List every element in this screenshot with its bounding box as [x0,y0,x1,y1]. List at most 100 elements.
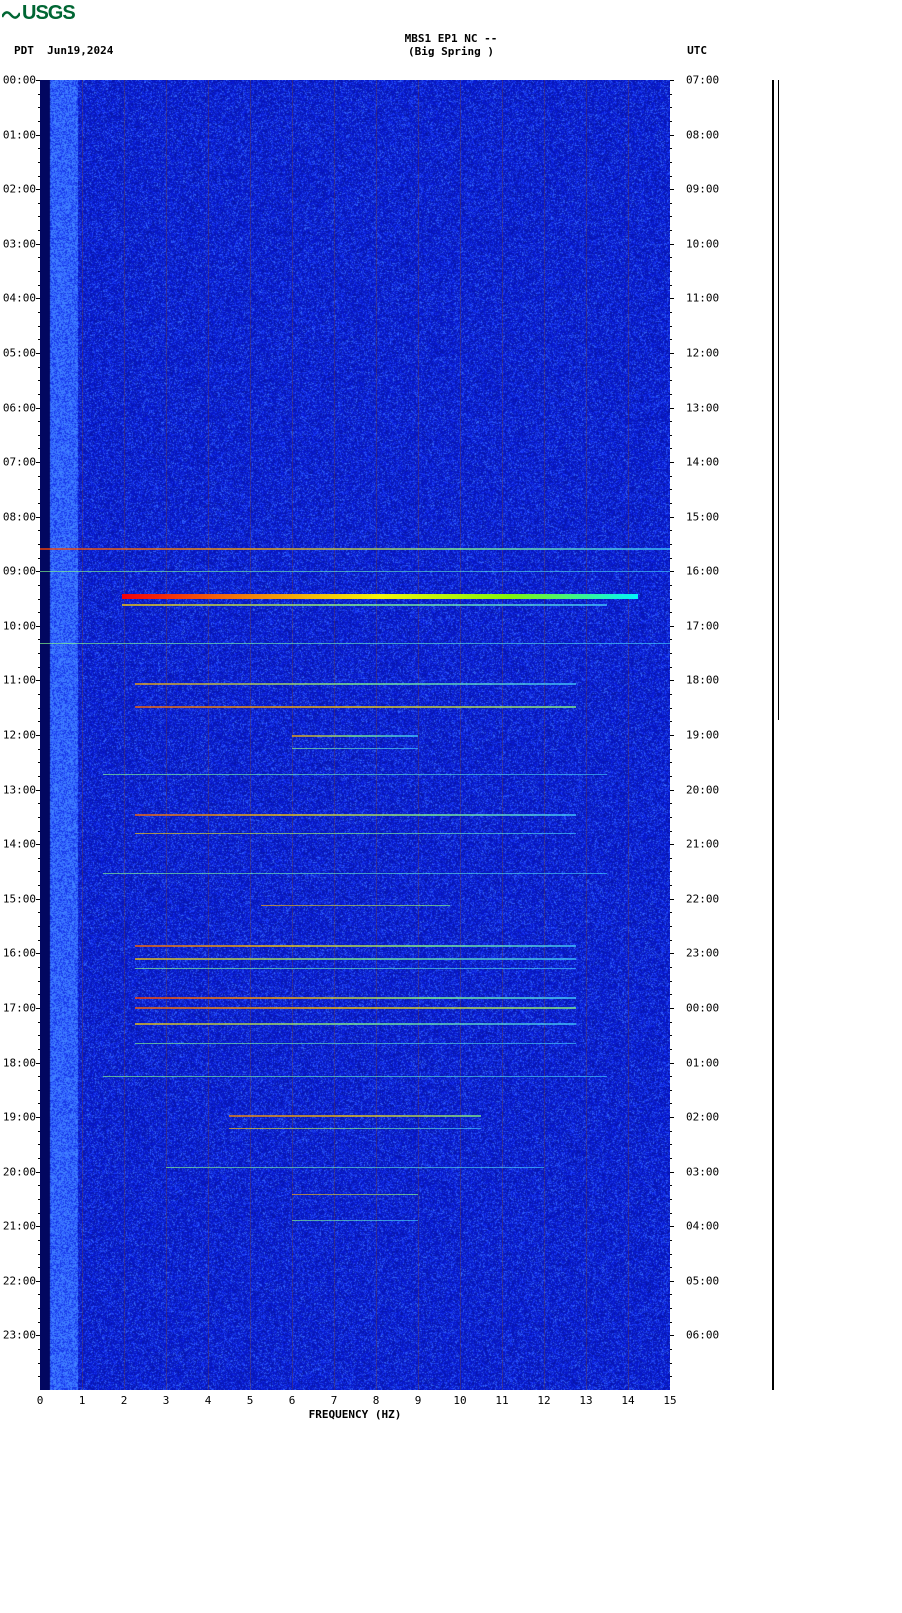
right-tick-label: 02:00 [686,1111,719,1124]
freq-tick-label: 14 [621,1394,634,1407]
left-tick-label: 12:00 [3,729,36,742]
seismic-event [40,548,670,550]
freq-tick-label: 15 [663,1394,676,1407]
left-tick-label: 22:00 [3,1274,36,1287]
freq-tick-label: 3 [163,1394,170,1407]
right-tick-label: 16:00 [686,565,719,578]
right-tick-label: 00:00 [686,1001,719,1014]
seismic-event [292,1220,418,1221]
right-tick-label: 23:00 [686,947,719,960]
header-left: PDT Jun19,2024 [14,44,113,57]
right-tick-label: 07:00 [686,74,719,87]
seismic-event [103,1076,607,1077]
left-tick-label: 20:00 [3,1165,36,1178]
freq-tick-label: 8 [373,1394,380,1407]
left-tick-label: 19:00 [3,1111,36,1124]
right-tick-label: 05:00 [686,1274,719,1287]
left-tick-label: 01:00 [3,128,36,141]
seismic-event [135,706,576,708]
left-tick-label: 07:00 [3,456,36,469]
left-tick-label: 11:00 [3,674,36,687]
seismic-event [166,1167,544,1168]
seismic-event [40,571,670,572]
gridline [418,80,419,1390]
freq-tick-label: 9 [415,1394,422,1407]
tz-right: UTC [687,44,707,57]
right-tick-label: 18:00 [686,674,719,687]
tz-left: PDT [14,44,34,57]
freq-tick-label: 12 [537,1394,550,1407]
left-tick-label: 02:00 [3,183,36,196]
right-tick-label: 13:00 [686,401,719,414]
freq-tick-label: 2 [121,1394,128,1407]
gridline [208,80,209,1390]
seismic-event [122,604,607,606]
left-tick-label: 16:00 [3,947,36,960]
gridline [628,80,629,1390]
seismic-event [122,594,639,599]
right-tick-label: 12:00 [686,346,719,359]
seismic-event [261,905,450,906]
gridline [250,80,251,1390]
seismic-event [292,1194,418,1195]
seismic-event [135,683,576,685]
chart-header: MBS1 EP1 NC -- (Big Spring ) [0,32,902,58]
gridline [586,80,587,1390]
freq-tick-label: 5 [247,1394,254,1407]
gridline [502,80,503,1390]
right-tick-label: 21:00 [686,838,719,851]
left-tick-label: 13:00 [3,783,36,796]
right-tick-label: 22:00 [686,892,719,905]
freq-tick-label: 1 [79,1394,86,1407]
gridline [82,80,83,1390]
right-tick-label: 04:00 [686,1220,719,1233]
right-tick-label: 17:00 [686,619,719,632]
seismic-event [292,735,418,737]
right-tick-label: 11:00 [686,292,719,305]
seismic-event [135,968,576,969]
left-tick-label: 04:00 [3,292,36,305]
left-tick-label: 18:00 [3,1056,36,1069]
x-axis-label: FREQUENCY (HZ) [40,1408,670,1421]
seismic-event [135,958,576,960]
right-tick-label: 03:00 [686,1165,719,1178]
right-tick-label: 06:00 [686,1329,719,1342]
seismic-event [135,1023,576,1025]
gridline [124,80,125,1390]
left-tick-label: 17:00 [3,1001,36,1014]
left-tick-label: 23:00 [3,1329,36,1342]
seismic-event [229,1115,481,1117]
left-time-axis: 00:0001:0002:0003:0004:0005:0006:0007:00… [0,80,40,1390]
seismic-event [135,1043,576,1044]
seismic-event [103,774,607,775]
scale-bar [778,80,779,720]
freq-tick-label: 4 [205,1394,212,1407]
right-tick-label: 20:00 [686,783,719,796]
left-tick-label: 15:00 [3,892,36,905]
right-tick-label: 14:00 [686,456,719,469]
freq-tick-label: 13 [579,1394,592,1407]
right-time-axis: 07:0008:0009:0010:0011:0012:0013:0014:00… [670,80,730,1390]
gridline [460,80,461,1390]
right-tick-label: 01:00 [686,1056,719,1069]
freq-tick-label: 10 [453,1394,466,1407]
left-tick-label: 03:00 [3,237,36,250]
left-tick-label: 14:00 [3,838,36,851]
right-tick-label: 19:00 [686,729,719,742]
gridline [166,80,167,1390]
left-tick-label: 21:00 [3,1220,36,1233]
seismic-event [229,1128,481,1129]
left-tick-label: 08:00 [3,510,36,523]
station-line: MBS1 EP1 NC -- [0,32,902,45]
freq-tick-label: 6 [289,1394,296,1407]
left-tick-label: 09:00 [3,565,36,578]
right-tick-label: 15:00 [686,510,719,523]
location-line: (Big Spring ) [0,45,902,58]
seismic-event [292,748,418,749]
seismic-event [103,873,607,874]
right-tick-label: 08:00 [686,128,719,141]
right-tick-label: 09:00 [686,183,719,196]
gridline [544,80,545,1390]
left-tick-label: 05:00 [3,346,36,359]
left-tick-label: 06:00 [3,401,36,414]
